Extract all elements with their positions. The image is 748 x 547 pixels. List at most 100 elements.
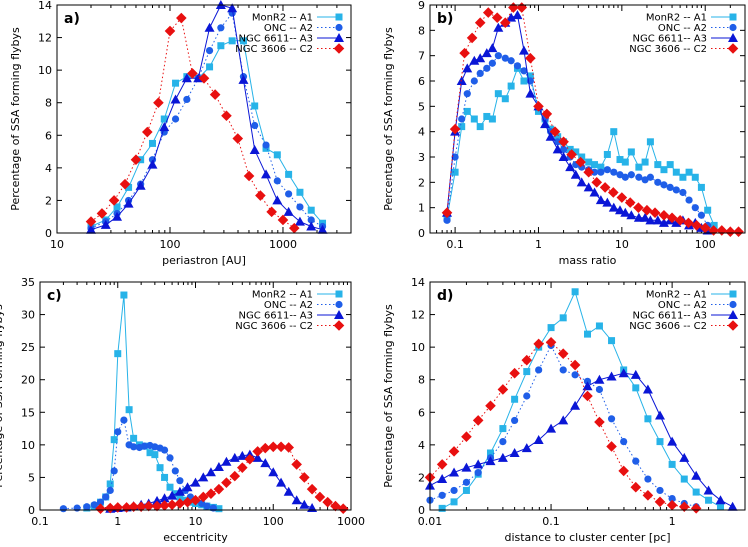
y-tick-label: 3 [418,151,425,164]
y-tick-label: 6 [45,129,52,142]
data-point [322,496,333,508]
legend-label: NGC 6611-- A3 [239,311,313,322]
data-point [296,188,304,196]
data-point [621,158,629,166]
data-point [73,504,81,512]
data-point [501,95,509,103]
data-point [599,182,611,193]
data-point [463,107,471,115]
data-point [441,207,453,219]
data-point [511,416,519,425]
data-point [545,336,557,348]
data-point [59,505,68,513]
data-point [509,448,520,457]
data-point [571,288,579,296]
y-tick-label: 2 [45,194,52,207]
data-point [602,197,613,207]
data-point [583,166,594,178]
data-point [449,123,461,135]
data-point [159,122,170,132]
data-point [450,498,458,506]
data-point [691,470,702,480]
legend-marker [334,310,344,319]
data-point [654,161,662,169]
data-point [252,446,263,457]
data-point [485,456,496,466]
data-point [570,400,581,410]
data-point [535,366,543,374]
y-tick-label: 5 [28,471,35,484]
data-point [610,128,618,136]
plot-frame [56,4,352,234]
data-point [546,423,557,433]
data-point [485,400,496,412]
data-point [572,148,580,156]
data-point [652,215,663,225]
data-point [557,348,569,359]
data-point [497,452,508,462]
legend-marker [333,43,345,54]
data-point [595,195,606,205]
data-point [148,139,156,147]
data-point [559,145,568,153]
y-tick-label: 15 [21,406,35,419]
data-point [288,222,300,234]
y-tick-label: 9 [418,0,425,12]
panel-3: 0 5 10 15 20 25 30 35 0.1 1 10 100 1000 eccentricity P… [0,276,365,544]
data-point [147,159,158,169]
data-point [616,156,624,164]
data-point [654,496,666,508]
data-point [583,182,594,192]
y-tick-label: 14 [411,276,425,289]
data-point [620,207,631,217]
y-tick-label: 30 [21,309,35,322]
data-point [232,133,244,144]
data-point [114,428,122,436]
data-point [692,488,700,496]
data-point [261,169,272,179]
data-point [716,225,728,236]
data-point [252,452,263,462]
data-point [104,502,116,514]
data-point [151,451,159,459]
data-point [100,219,111,229]
panel-label: c) [47,288,62,304]
y-tick-label: 0 [45,227,52,240]
data-point [170,94,181,104]
x-tick-label: 100 [159,238,180,251]
data-point [708,225,719,236]
data-point [472,415,484,426]
data-point [83,503,91,511]
data-point [552,144,563,154]
data-point [183,95,191,104]
data-point [461,431,472,443]
data-point [523,368,531,376]
legend-label: MonR2 -- A1 [252,290,313,301]
data-point [181,73,192,83]
data-point [85,216,97,227]
x-axis-label: distance to cluster center [pc] [504,531,670,544]
data-point [621,173,629,181]
data-point [450,486,458,495]
data-point [182,496,193,508]
data-point [640,212,651,222]
legend-marker [333,320,345,331]
y-tick-label: 6 [418,406,425,419]
legend-label: NGC 6611-- A3 [633,34,707,45]
data-point [451,153,459,161]
data-point [710,221,718,229]
data-point [582,381,593,391]
data-point [654,178,662,186]
y-tick-label: 12 [411,309,425,322]
data-point [513,62,522,70]
data-point [106,480,114,488]
data-point [627,171,635,179]
data-point [511,395,519,403]
data-point [123,198,134,208]
data-point [462,486,470,494]
legend-marker [335,290,343,298]
data-point [277,214,289,226]
data-point [251,102,259,110]
x-tick-label: 100 [263,515,284,528]
data-point [680,475,688,483]
